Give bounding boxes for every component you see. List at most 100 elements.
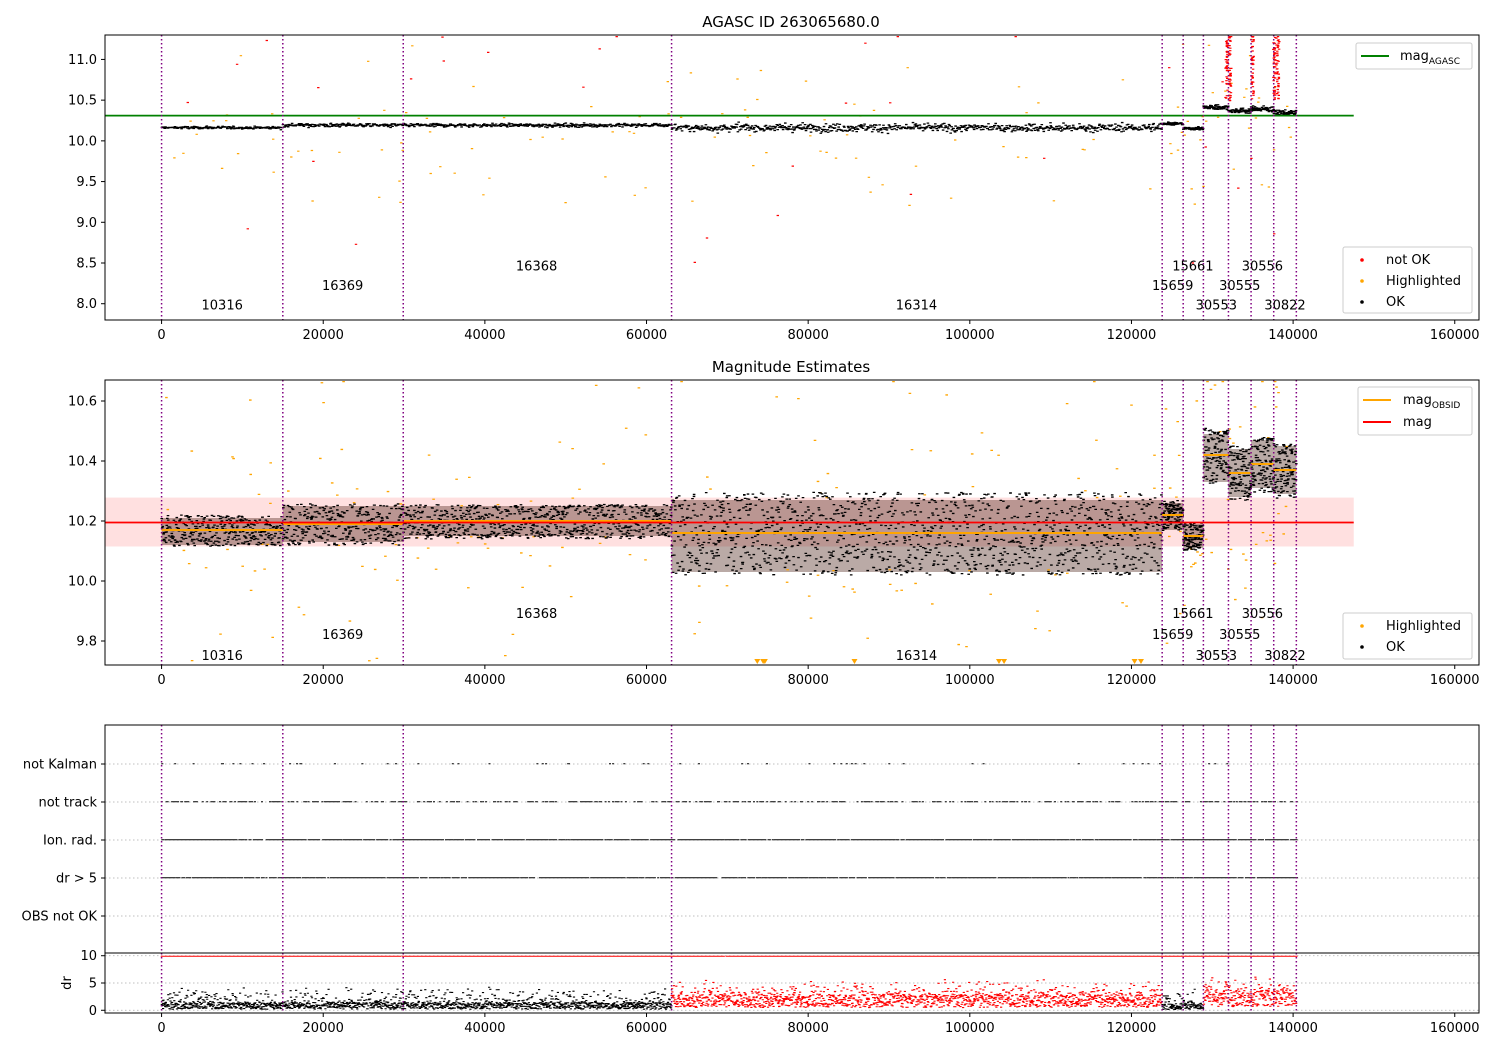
- legend-ok: OK: [1386, 295, 1405, 310]
- p4-ytick-label: 5: [89, 977, 97, 992]
- flags-panel: not Kalman not track Ion. rad. dr > 5 OBS no…: [22, 724, 1480, 954]
- p4-xtick-label: 100000: [945, 1021, 995, 1036]
- p1-xtick-label: 40000: [464, 328, 505, 343]
- legend-ok-2: OK: [1386, 640, 1405, 655]
- p2-ytick-label: 10.0: [68, 575, 97, 590]
- flag-points: [160, 877, 1299, 879]
- p1-xtick-label: 160000: [1430, 328, 1480, 343]
- p2-obsid-label: 10316: [202, 649, 243, 664]
- flag-label: dr > 5: [56, 872, 97, 887]
- p1-obsid-label: 15659: [1152, 279, 1193, 294]
- p4-xtick-label: 40000: [464, 1021, 505, 1036]
- p1-obsid-label: 16368: [516, 259, 557, 274]
- p2-ytick-label: 10.4: [68, 455, 97, 470]
- p4-xtick-label: 80000: [787, 1021, 828, 1036]
- p2-xtick-label: 20000: [303, 673, 344, 688]
- clipped-point-marker: [761, 659, 768, 664]
- p1-xtick-label: 100000: [945, 328, 995, 343]
- p1-obsid-label: 16369: [322, 279, 363, 294]
- mag-obsid-legend-label: mag: [1403, 393, 1432, 408]
- svg-text:magAGASC: magAGASC: [1400, 49, 1460, 67]
- p1-xtick-label: 20000: [303, 328, 344, 343]
- dr-axis-label: dr: [60, 976, 75, 990]
- p1-ytick-label: 10.5: [68, 94, 97, 109]
- mag-legend-label: mag: [1403, 415, 1432, 430]
- magnitude-estimates-panel: Magnitude Estimates 10316 16369 16368 16314…: [68, 358, 1480, 688]
- flag-points: [161, 839, 1298, 841]
- status-legend: not OK Highlighted OK: [1342, 246, 1473, 314]
- p2-obsid-label: 15661: [1172, 607, 1213, 622]
- p2-obsid-label: 30556: [1242, 607, 1283, 622]
- p1-xtick-label: 80000: [787, 328, 828, 343]
- agasc-panel-frame: [104, 34, 1480, 321]
- clipped-point-marker: [851, 659, 858, 664]
- clipped-point-marker: [1137, 659, 1144, 664]
- p1-ytick-label: 11.0: [68, 53, 97, 68]
- p4-ytick-label: 0: [89, 1004, 97, 1019]
- p2-xtick-label: 60000: [626, 673, 667, 688]
- p1-obsid-label: 30556: [1242, 259, 1283, 274]
- p2-xtick-label: 160000: [1430, 673, 1480, 688]
- p1-obsid-label: 30822: [1264, 298, 1305, 313]
- magnitude-panel-title: Magnitude Estimates: [712, 358, 870, 376]
- p1-obsid-label: 15661: [1172, 259, 1213, 274]
- p1-ytick-label: 8.0: [76, 297, 97, 312]
- p2-ytick-label: 9.8: [76, 635, 97, 650]
- mag-legend: magOBSID mag: [1357, 386, 1473, 436]
- magnitude-panel-frame: [104, 379, 1480, 666]
- agasc-panel: AGASC ID 263065680.0 10316 16369 16368 1631…: [68, 13, 1480, 343]
- p2-obsid-label: 15659: [1152, 628, 1193, 643]
- flag-label: OBS not OK: [22, 910, 98, 925]
- p1-ytick-label: 8.5: [76, 257, 97, 272]
- p4-xtick-label: 140000: [1268, 1021, 1318, 1036]
- p1-xtick-label: 140000: [1268, 328, 1318, 343]
- p1-xtick-label: 60000: [626, 328, 667, 343]
- p2-ytick-label: 10.6: [68, 395, 97, 410]
- status-legend-2: Highlighted OK: [1342, 612, 1473, 660]
- clipped-point-marker: [1131, 659, 1138, 664]
- agasc-ok-points: [160, 104, 1298, 135]
- p2-ytick-label: 10.2: [68, 515, 97, 530]
- p2-obsid-label: 16314: [896, 649, 937, 664]
- mag-obsid-legend-subscript: OBSID: [1432, 401, 1460, 411]
- p4-xtick-label: 0: [157, 1021, 165, 1036]
- flag-label: not track: [38, 796, 97, 811]
- p1-xtick-label: 120000: [1107, 328, 1157, 343]
- p2-xtick-label: 120000: [1107, 673, 1157, 688]
- legend-highlighted-2: Highlighted: [1386, 619, 1461, 634]
- p4-xtick-label: 60000: [626, 1021, 667, 1036]
- flag-label: not Kalman: [23, 758, 97, 773]
- clipped-point-marker: [754, 659, 761, 664]
- p2-xtick-label: 0: [157, 673, 165, 688]
- p1-xtick-label: 0: [157, 328, 165, 343]
- dr-points: [670, 976, 1298, 1009]
- p4-ytick-label: 10: [80, 949, 97, 964]
- p2-xtick-label: 80000: [787, 673, 828, 688]
- clipped-point-marker: [1001, 659, 1008, 664]
- p1-ytick-label: 10.0: [68, 134, 97, 149]
- p2-xtick-label: 140000: [1268, 673, 1318, 688]
- legend-highlighted: Highlighted: [1386, 274, 1461, 289]
- p4-xtick-label: 120000: [1107, 1021, 1157, 1036]
- dr-clipped-points: [160, 955, 1298, 957]
- p1-obsid-label: 30555: [1219, 279, 1260, 294]
- dr-points: [160, 986, 1205, 1010]
- agasc-legend: magAGASC: [1355, 42, 1473, 70]
- p2-xtick-label: 40000: [464, 673, 505, 688]
- flag-points: [160, 801, 1298, 803]
- p2-obsid-label: 30555: [1219, 628, 1260, 643]
- p2-obsid-label: 16369: [322, 628, 363, 643]
- p2-obsid-label: 30822: [1264, 649, 1305, 664]
- p2-xtick-label: 100000: [945, 673, 995, 688]
- p2-obsid-label: 30553: [1196, 649, 1237, 664]
- flag-label: Ion. rad.: [43, 834, 97, 849]
- p4-xtick-label: 160000: [1430, 1021, 1480, 1036]
- agasc-panel-title: AGASC ID 263065680.0: [702, 13, 880, 31]
- svg-text:magOBSID: magOBSID: [1403, 393, 1460, 411]
- agasc-legend-subscript: AGASC: [1429, 57, 1460, 67]
- p1-ytick-label: 9.5: [76, 175, 97, 190]
- p2-obsid-label: 16368: [516, 607, 557, 622]
- clipped-point-marker: [995, 659, 1002, 664]
- agasc-legend-label: mag: [1400, 49, 1429, 64]
